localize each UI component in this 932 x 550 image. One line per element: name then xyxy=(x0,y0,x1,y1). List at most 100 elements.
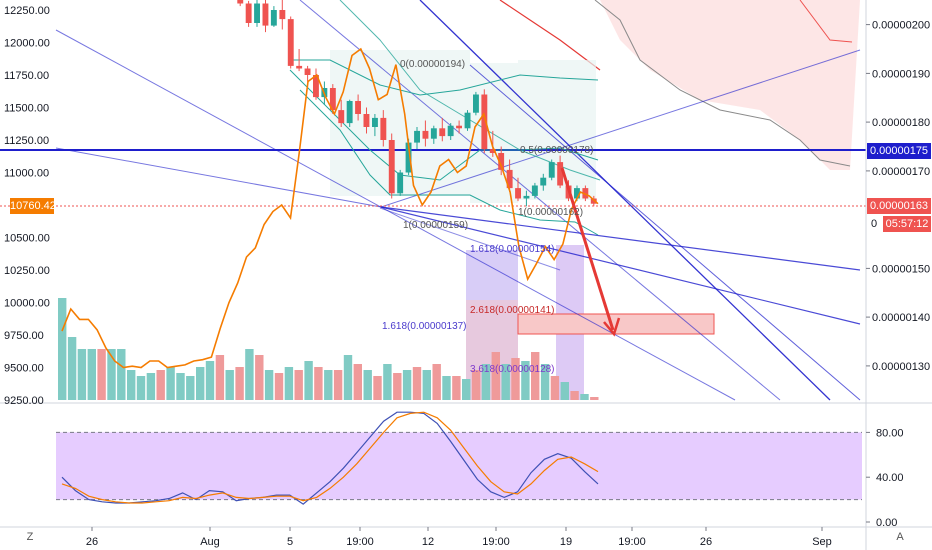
fib-label-1-bottom: 1(0.00000159) xyxy=(403,220,468,231)
right-axis-stub: 0 xyxy=(870,218,878,230)
candle-body xyxy=(372,117,378,127)
volume-bar xyxy=(314,367,323,400)
candle-body xyxy=(489,149,496,153)
trendline-e xyxy=(380,206,861,325)
red-ma-line xyxy=(499,0,601,71)
candle-body xyxy=(481,94,488,150)
volume-bar xyxy=(146,373,156,400)
rsi-band xyxy=(56,432,862,500)
candle-body xyxy=(397,172,404,194)
volume-bar xyxy=(235,367,244,400)
right-axis-tick: 0.00000180 xyxy=(872,117,930,129)
projection-arrow xyxy=(560,167,615,331)
timezone-button[interactable]: Z xyxy=(26,531,34,543)
candle-body xyxy=(363,114,370,127)
left-axis-tick: 9750.00 xyxy=(4,330,44,342)
fib-label-1-top: 1(0.00000162) xyxy=(518,207,583,218)
right-axis-tick: 0.00000140 xyxy=(872,312,930,324)
candle-body xyxy=(270,10,277,26)
volume-bar xyxy=(580,394,589,400)
candle-body xyxy=(439,128,446,137)
candle-body xyxy=(447,125,454,137)
volume-bar xyxy=(501,364,510,400)
volume-bar xyxy=(255,355,264,400)
trendline-d xyxy=(380,206,861,271)
candle-body xyxy=(531,185,538,196)
volume-bar xyxy=(196,367,205,400)
volume-bar xyxy=(393,373,402,400)
rsi-axis-tick: 0.00 xyxy=(876,517,897,529)
candle-body xyxy=(355,101,361,114)
candle-body xyxy=(498,153,505,170)
volume-bar xyxy=(540,364,550,400)
channel-zone-right xyxy=(518,60,596,200)
right-axis-tick: 0.00000130 xyxy=(872,361,930,373)
time-axis-tick: Sep xyxy=(812,536,832,548)
candle-body xyxy=(548,162,555,178)
volume-bar xyxy=(363,370,372,400)
volume-bar xyxy=(452,376,461,400)
volume-bar xyxy=(462,379,471,400)
time-axis-tick: 26 xyxy=(86,536,98,548)
candle-body xyxy=(464,112,471,129)
left-axis-tick: 10500.00 xyxy=(4,233,50,245)
volume-bar xyxy=(77,349,87,400)
rsi-orange-line xyxy=(61,411,599,504)
trendline-i xyxy=(299,0,781,401)
left-axis-tick: 9500.00 xyxy=(4,363,44,375)
candle-body xyxy=(329,88,336,111)
volume-bar xyxy=(560,382,569,400)
trendline-c xyxy=(380,49,861,208)
volume-bar xyxy=(166,367,175,400)
candle-body xyxy=(296,65,303,69)
time-axis-tick: 19:00 xyxy=(618,536,646,548)
countdown-tag: 05:57:12 xyxy=(883,216,931,232)
volume-bar xyxy=(570,391,579,400)
volume-bar xyxy=(58,298,67,400)
volume-bar xyxy=(186,376,195,400)
left-axis-tick: 11500.00 xyxy=(4,103,49,115)
bollinger-mid xyxy=(289,69,599,181)
candle-body xyxy=(313,75,319,98)
candle-body xyxy=(237,0,244,4)
candle-body xyxy=(262,3,269,26)
rsi-axis-tick: 40.00 xyxy=(876,472,904,484)
trendline-g xyxy=(469,64,861,401)
trendline-f xyxy=(379,207,561,271)
volume-bar xyxy=(422,370,431,400)
volume-bar xyxy=(284,367,294,400)
candle-body xyxy=(388,140,395,194)
time-axis-tick: Aug xyxy=(200,536,220,548)
candle-body xyxy=(346,101,353,124)
volume-bar xyxy=(245,349,254,400)
left-axis-tick: 12250.00 xyxy=(4,5,50,17)
volume-bar xyxy=(97,349,106,400)
auto-scale-button[interactable]: A xyxy=(896,531,904,543)
volume-bar xyxy=(215,355,225,400)
candle-body xyxy=(540,177,547,186)
time-axis-tick: 19:00 xyxy=(482,536,510,548)
left-axis-tick: 11250.00 xyxy=(4,135,49,147)
volume-bar xyxy=(442,376,451,400)
volume-bar xyxy=(521,361,530,400)
current-price-tag: 0.00000163 xyxy=(867,198,931,214)
right-axis-tick: 0.00000170 xyxy=(872,166,930,178)
candle-body xyxy=(287,19,294,66)
candle-body xyxy=(245,3,252,23)
candle-body xyxy=(430,128,437,139)
volume-bar xyxy=(383,364,392,400)
volume-bar xyxy=(353,364,362,400)
candle-body xyxy=(279,10,286,20)
candle-body xyxy=(515,188,521,199)
volume-bar xyxy=(117,349,126,400)
candle-body xyxy=(557,162,564,186)
right-axis-tick: 0.00000190 xyxy=(872,68,930,80)
left-axis-tick: 11750.00 xyxy=(4,70,49,82)
volume-bar xyxy=(87,349,96,400)
volume-bar xyxy=(590,397,599,400)
candle-body xyxy=(473,94,479,113)
trendline-b xyxy=(55,147,382,208)
right-axis-tick: 0.00000150 xyxy=(872,263,930,275)
